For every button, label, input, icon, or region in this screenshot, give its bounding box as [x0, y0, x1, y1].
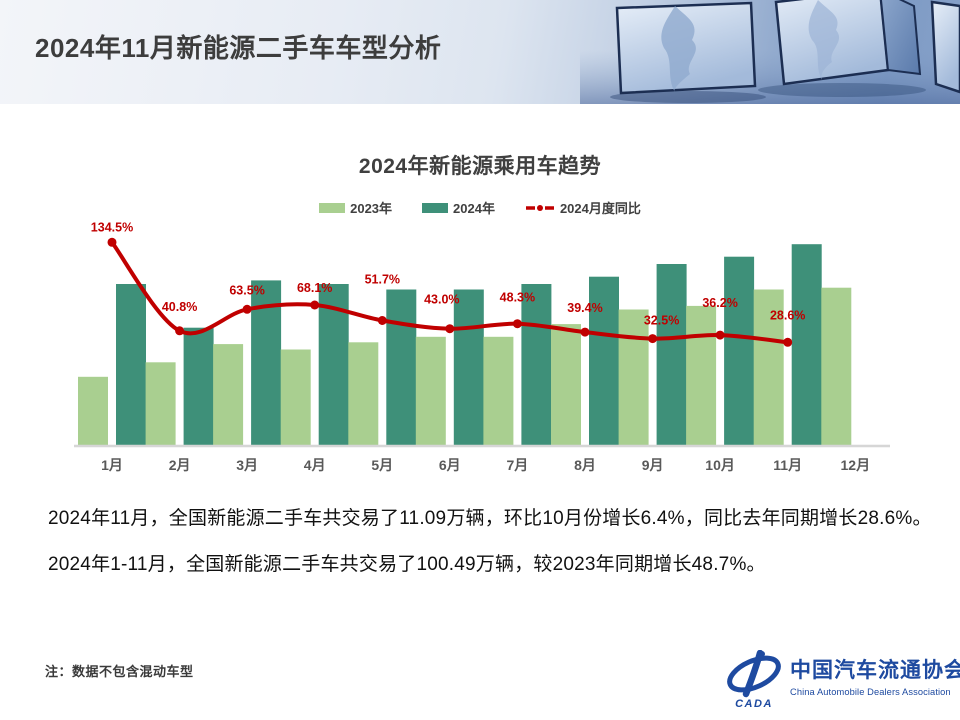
- logo-swoosh-dot: [759, 651, 765, 657]
- bar-2024-1月: [116, 284, 146, 446]
- logo-name-en: China Automobile Dealers Association: [790, 687, 951, 697]
- header-banner: 2024年11月新能源二手车车型分析: [0, 0, 960, 104]
- logo-name-cn: 中国汽车流通协会: [790, 658, 960, 682]
- line-point-11月: [783, 337, 793, 347]
- line-label-5月: 51.7%: [365, 273, 400, 287]
- line-label-8月: 39.4%: [567, 301, 602, 315]
- bar-2024-6月: [453, 289, 484, 446]
- x-tick-7月: 7月: [507, 457, 529, 473]
- summary-paragraph-1: 2024年11月，全国新能源二手车共交易了11.09万辆，环比10月份增长6.4…: [48, 508, 932, 529]
- legend-swatch-2023: [319, 202, 346, 213]
- bar-2023-9月: [618, 309, 649, 446]
- bar-2024-2月: [183, 327, 214, 446]
- bar-2023-1月: [78, 376, 108, 446]
- legend-label-2023: 2023年: [350, 201, 393, 216]
- bar-2023-5月: [348, 342, 379, 446]
- legend-swatch-2024: [422, 202, 449, 213]
- x-tick-4月: 4月: [304, 457, 326, 473]
- bar-2023-8月: [551, 324, 581, 446]
- bar-2024-8月: [589, 276, 619, 446]
- line-point-10月: [715, 330, 725, 340]
- logo-text-block: 中国汽车流通协会 China Automobile Dealers Associ…: [790, 650, 960, 697]
- line-label-11月: 28.6%: [770, 308, 805, 322]
- bar-2024-7月: [521, 284, 552, 446]
- bar-2023-3月: [213, 344, 244, 446]
- line-point-4月: [310, 300, 320, 310]
- cube-side-face: [879, 0, 922, 76]
- summary-paragraph-2: 2024年1-11月，全国新能源二手车共交易了100.49万辆，较2023年同期…: [48, 554, 766, 575]
- cube-shadow: [610, 91, 766, 103]
- page-title: 2024年11月新能源二手车车型分析: [35, 33, 442, 63]
- cada-logo: CADA 中国汽车流通协会 China Automobile Dealers A…: [726, 650, 960, 710]
- logo-cada-text: CADA: [735, 698, 773, 710]
- x-tick-3月: 3月: [236, 457, 258, 473]
- x-tick-1月: 1月: [101, 457, 123, 473]
- cube-map-texture: [808, 0, 840, 80]
- chart-legend: 2023年 2024年 2024月度同比: [0, 198, 960, 217]
- yoy-line: [110, 240, 790, 345]
- x-tick-12月: 12月: [841, 457, 871, 473]
- line-point-5月: [377, 316, 387, 325]
- header-cubes-decoration: [580, 0, 960, 104]
- legend-item-yoy-line: 2024月度同比: [525, 198, 641, 217]
- line-label-10月: 36.2%: [702, 296, 737, 310]
- line-point-7月: [512, 319, 522, 329]
- line-point-3月: [242, 304, 252, 314]
- line-label-3月: 63.5%: [229, 283, 264, 297]
- line-point-1月: [107, 237, 117, 247]
- line-point-8月: [580, 327, 590, 337]
- legend-line-marker: [525, 204, 554, 211]
- line-label-1月: 134.5%: [91, 220, 133, 234]
- x-tick-6月: 6月: [439, 457, 461, 473]
- x-tick-10月: 10月: [705, 457, 735, 473]
- line-label-2月: 40.8%: [162, 300, 197, 314]
- bar-2023-2月: [145, 362, 176, 446]
- bar-2024-4月: [318, 284, 349, 446]
- cube-map-texture: [661, 6, 696, 92]
- bar-2023-11月: [753, 289, 784, 446]
- line-point-9月: [648, 334, 658, 344]
- bar-2024-5月: [386, 289, 417, 446]
- footnote: 注：数据不包含混动车型: [45, 664, 194, 679]
- line-point-2月: [175, 326, 185, 336]
- x-tick-8月: 8月: [574, 457, 596, 473]
- bar-2024-10月: [724, 256, 755, 446]
- cube-shadow: [758, 83, 926, 97]
- x-tick-5月: 5月: [371, 457, 393, 473]
- cada-logo-mark: CADA: [727, 650, 781, 710]
- legend-item-2023: 2023年: [319, 198, 392, 217]
- line-label-7月: 48.3%: [500, 291, 535, 305]
- chart-title: 2024年新能源乘用车趋势: [358, 155, 602, 178]
- bar-2023-6月: [415, 336, 446, 446]
- bar-2023-4月: [280, 349, 311, 446]
- bar-2024-3月: [251, 280, 282, 446]
- legend-item-2024: 2024年: [422, 198, 495, 217]
- line-point-6月: [445, 324, 455, 334]
- cube-front-face: [930, 0, 960, 94]
- x-tick-2月: 2月: [169, 457, 191, 473]
- bar-2023-12月: [821, 287, 852, 446]
- bar-2023-7月: [483, 336, 514, 446]
- line-label-4月: 68.1%: [297, 281, 332, 295]
- logo-swoosh: [742, 650, 764, 698]
- line-label-6月: 43.0%: [424, 293, 459, 307]
- x-tick-9月: 9月: [642, 457, 664, 473]
- legend-label-2024: 2024年: [453, 201, 495, 216]
- bar-2024-11月: [791, 244, 822, 446]
- bar-2024-9月: [656, 264, 687, 446]
- line-label-9月: 32.5%: [644, 314, 679, 328]
- x-tick-11月: 11月: [773, 457, 802, 473]
- bar-2023-10月: [686, 305, 717, 446]
- legend-label-yoy: 2024月度同比: [559, 201, 641, 216]
